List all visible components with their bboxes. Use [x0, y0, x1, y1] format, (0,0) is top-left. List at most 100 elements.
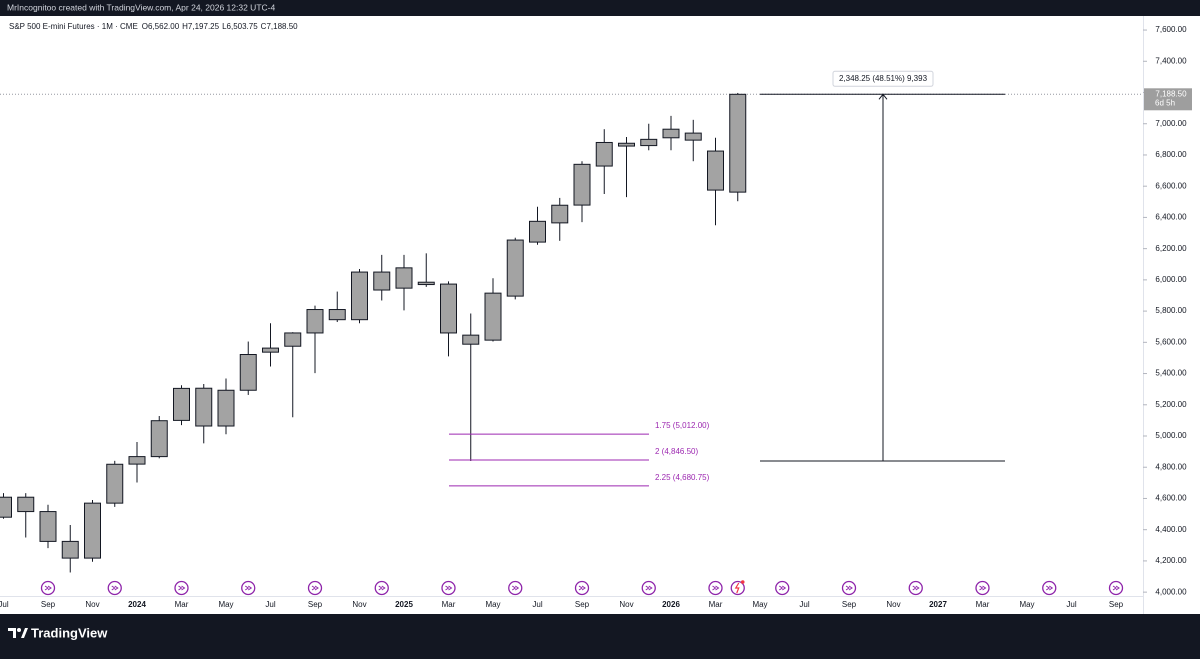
- measure-box: [832, 70, 934, 87]
- event-icon: [908, 580, 923, 596]
- y-tick-label: 5,600.00: [1155, 337, 1187, 346]
- candle-body: [484, 292, 502, 341]
- candle-body: [262, 347, 279, 353]
- event-arrow: [244, 585, 253, 591]
- y-tick-label: 7,600.00: [1155, 25, 1187, 34]
- y-tick-label: 4,600.00: [1155, 494, 1187, 503]
- candle-body: [640, 138, 658, 147]
- y-tick-label: 4,400.00: [1155, 525, 1187, 534]
- candle-body: [529, 220, 546, 243]
- candle-body: [618, 142, 635, 147]
- event-dot: [740, 580, 745, 584]
- x-tick-label: Sep: [308, 600, 323, 609]
- candle-body: [573, 163, 591, 206]
- event-arrow: [979, 585, 987, 591]
- candle-body: [551, 204, 569, 224]
- countdown-label: 6d 5h: [1155, 98, 1175, 107]
- candle-body: [328, 309, 346, 321]
- event-icon: [574, 580, 590, 596]
- x-tick-label: Mar: [976, 600, 990, 609]
- event-icon: [1042, 580, 1057, 596]
- x-tick-label: Jul: [265, 600, 275, 609]
- x-tick-label: Jul: [0, 600, 9, 609]
- event-icon: [241, 580, 256, 596]
- candle-body: [217, 389, 235, 427]
- x-tick-label: Nov: [619, 600, 633, 609]
- x-tick-label: Nov: [886, 600, 900, 609]
- event-icon: [641, 580, 656, 596]
- candle-body: [729, 93, 747, 193]
- x-tick-label: 2024: [128, 600, 146, 609]
- event-arrow: [44, 585, 52, 591]
- x-tick-label: May: [218, 600, 233, 609]
- y-tick-label: 4,800.00: [1155, 462, 1187, 471]
- candle-body: [195, 387, 213, 427]
- x-tick-label: Mar: [442, 600, 456, 609]
- measure-arrowhead: [878, 93, 888, 100]
- event-arrow: [845, 585, 853, 591]
- event-arrow: [1045, 585, 1054, 591]
- event-arrow: [378, 585, 386, 591]
- plot: Jul Sep Nov 2024 Mar May Jul Sep Nov 2025 Mar May Ju…: [0, 70, 1143, 609]
- candle-body: [284, 332, 302, 347]
- event-arrow: [445, 585, 453, 591]
- y-tick-label: 5,400.00: [1155, 369, 1187, 378]
- brand-logo: TradingView: [8, 625, 108, 640]
- event-icon: [40, 580, 56, 596]
- event-icon: [174, 580, 189, 596]
- x-tick-label: Sep: [1109, 600, 1124, 609]
- candle-body: [351, 271, 368, 321]
- fib-label: 1.75 (5,012.00): [655, 421, 710, 430]
- y-tick-label: 5,000.00: [1155, 431, 1187, 440]
- x-tick-label: Jul: [532, 600, 542, 609]
- candle-body: [84, 502, 101, 559]
- candle-body: [417, 281, 435, 286]
- fib-label: 2.25 (4,680.75): [655, 473, 710, 482]
- event-icon: [841, 580, 857, 596]
- y-tick-label: 5,200.00: [1155, 400, 1187, 409]
- y-tick-label: 6,400.00: [1155, 213, 1187, 222]
- event-icon: [307, 580, 323, 596]
- candle-body: [17, 496, 35, 513]
- event-icon: [441, 580, 456, 596]
- symbol-title: S&P 500 E-mini Futures · 1M · CME: [9, 22, 138, 31]
- event-arrow: [511, 585, 520, 591]
- event-icon: [107, 580, 122, 596]
- x-tick-label: Sep: [575, 600, 590, 609]
- ohlc-value: C7,188.50: [261, 22, 298, 31]
- x-tick-label: May: [1019, 600, 1034, 609]
- candle-body: [662, 128, 680, 139]
- event-arrow: [1112, 585, 1120, 591]
- x-tick-label: Sep: [41, 600, 56, 609]
- candle-body: [506, 239, 524, 297]
- y-tick-label: 4,000.00: [1155, 587, 1187, 596]
- candle-body: [595, 141, 613, 167]
- brand-name: TradingView: [31, 625, 108, 640]
- event-icon: [1108, 580, 1124, 596]
- x-tick-label: Sep: [842, 600, 857, 609]
- event-arrow: [778, 585, 787, 591]
- event-icon: [374, 580, 389, 596]
- candle-body: [0, 496, 12, 518]
- x-tick-label: May: [485, 600, 500, 609]
- ohlc-value: H7,197.25: [182, 22, 219, 31]
- legend: S&P 500 E-mini Futures · 1M · CME O6,562…: [9, 22, 298, 31]
- candle-body: [684, 132, 702, 141]
- y-tick-label: 5,800.00: [1155, 306, 1187, 315]
- y-tick-label: 6,200.00: [1155, 244, 1187, 253]
- candle-body: [373, 271, 391, 291]
- event-icon: [975, 580, 990, 596]
- y-tick-label: 7,000.00: [1155, 119, 1187, 128]
- x-tick-label: May: [752, 600, 767, 609]
- last-price-badge: [1144, 88, 1192, 111]
- credit: MrIncognitoo created with TradingView.co…: [7, 2, 275, 12]
- candle-body: [128, 456, 146, 465]
- event-arrow: [111, 585, 119, 591]
- x-tick-label: Mar: [175, 600, 189, 609]
- x-tick-label: 2027: [929, 600, 947, 609]
- y-tick-label: 6,000.00: [1155, 275, 1187, 284]
- candle-body: [39, 511, 57, 542]
- candle-body: [239, 354, 257, 391]
- event-icon: [775, 580, 790, 596]
